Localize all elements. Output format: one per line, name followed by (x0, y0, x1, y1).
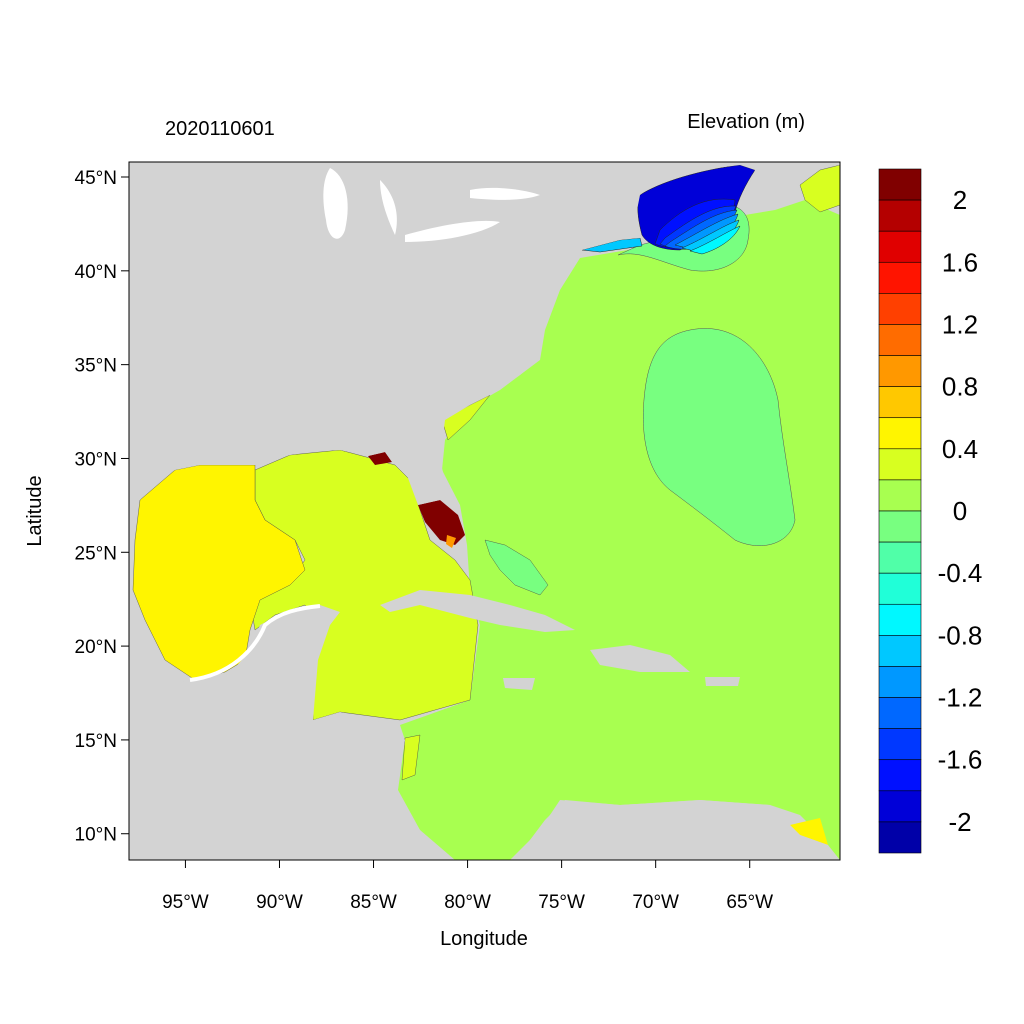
colorbar-bin (878, 168, 922, 201)
date-title: 2020110601 (165, 118, 275, 140)
bahamas-bank (484, 539, 549, 596)
y-tick-label: 30°N (75, 449, 117, 470)
colorbar-bin (878, 635, 922, 667)
y-tick-label: 25°N (75, 543, 117, 564)
central-america-land (129, 712, 445, 860)
big-bend-surge (368, 452, 392, 465)
colorbar-bin (878, 697, 922, 729)
variable-title: Elevation (m) (687, 111, 805, 133)
colorbar-label: -1.2 (938, 683, 983, 713)
colorbar-label: 0 (953, 496, 967, 526)
colorbar-bin (878, 666, 922, 698)
y-tick-label: 45°N (75, 168, 117, 189)
colorbar-label: 1.2 (942, 309, 978, 339)
honduras-coast-patch (401, 734, 421, 781)
colorbar-label: 0.8 (942, 372, 978, 402)
north-america-land (129, 162, 840, 505)
y-tick-label: 15°N (75, 731, 117, 752)
colorbar-bin (878, 386, 922, 419)
colorbar-label: -0.4 (938, 558, 983, 588)
colorbar-bin (878, 324, 922, 356)
colorbar: 2 1.6 1.2 0.8 0.4 0 -0.4 -0.8 -1.2 -1.6 -2 (878, 168, 983, 854)
plot-border (128, 161, 841, 861)
colorbar-label: 0.4 (942, 434, 978, 464)
x-tick-label: 95°W (162, 892, 209, 913)
x-axis-label: Longitude (440, 928, 528, 950)
colorbar-bin (878, 510, 922, 543)
x-tick-label: 75°W (538, 892, 585, 913)
colorbar-bin (878, 479, 922, 512)
colorbar-label: 1.6 (942, 247, 978, 277)
colorbar-bin (878, 448, 922, 481)
colorbar-bin (878, 261, 922, 294)
x-tick-label: 85°W (350, 892, 397, 913)
colorbar-label: -2 (948, 807, 971, 837)
hispaniola-land (590, 645, 690, 672)
great-lakes (323, 168, 540, 242)
y-tick-label: 40°N (75, 262, 117, 283)
x-tick-label: 90°W (256, 892, 303, 913)
colorbar-label: -0.8 (938, 620, 983, 650)
colorbar-label: 2 (953, 185, 967, 215)
x-axis: 95°W 90°W 85°W 80°W 75°W 70°W 65°W (162, 860, 773, 913)
atlantic-low-region (643, 328, 796, 546)
gulf-of-maine-depression (581, 164, 756, 255)
jamaica-land (503, 678, 535, 690)
map-area (129, 162, 840, 860)
x-tick-label: 80°W (444, 892, 491, 913)
colorbar-bin (878, 821, 922, 854)
colorbar-bin (878, 759, 922, 792)
colorbar-bin (878, 417, 922, 450)
y-tick-label: 20°N (75, 637, 117, 658)
south-america-land (510, 800, 835, 860)
y-tick-label: 35°N (75, 356, 117, 377)
colorbar-bin (878, 230, 922, 263)
puerto-rico-land (705, 677, 740, 686)
colorbar-bin (878, 790, 922, 823)
southeast-caribbean-patch (790, 818, 828, 845)
florida-keys (446, 535, 456, 548)
y-axis-label: Latitude (24, 475, 46, 546)
colorbar-bin (878, 572, 922, 605)
colorbar-bin (878, 541, 922, 574)
y-tick-label: 10°N (75, 825, 117, 846)
y-axis: 45°N 40°N 35°N 30°N 25°N 20°N 15°N 10°N (75, 168, 129, 846)
yucatan-land (129, 605, 340, 720)
x-tick-label: 70°W (632, 892, 679, 913)
x-tick-label: 65°W (726, 892, 773, 913)
colorbar-label: -1.6 (938, 745, 983, 775)
cuba-land (380, 590, 575, 632)
colorbar-bin (878, 199, 922, 232)
colorbar-bin (878, 293, 922, 325)
mexico-coastline (189, 604, 321, 682)
colorbar-bin (878, 603, 922, 636)
florida-surge (418, 500, 465, 545)
nova-scotia-region (799, 164, 840, 213)
colorbar-bin (878, 728, 922, 761)
colorbar-bin (878, 355, 922, 387)
